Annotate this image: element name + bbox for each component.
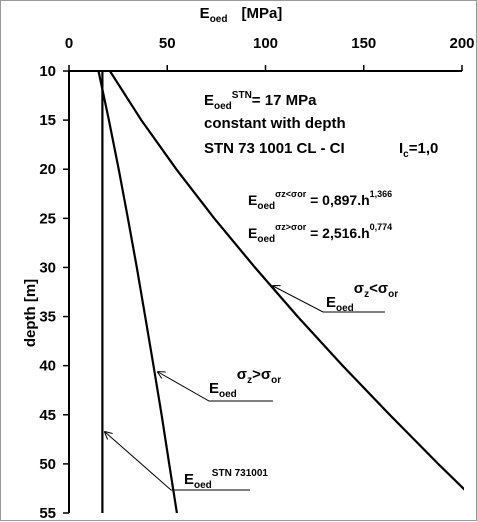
- x-axis-title: Eoed[MPa]: [200, 5, 283, 25]
- series-line-upper: [99, 71, 177, 513]
- y-tick-label: 30: [39, 259, 56, 276]
- x-tick-label: 200: [449, 35, 474, 52]
- x-tick-label: 150: [351, 35, 376, 52]
- y-tick-label: 55: [39, 505, 56, 522]
- y-tick-label: 50: [39, 456, 56, 473]
- plot-axes: [63, 65, 462, 513]
- x-tick-labels: 0 50 100 150 200: [65, 35, 475, 52]
- x-tick-label: 0: [65, 35, 73, 52]
- y-tick-label: 10: [39, 63, 56, 80]
- y-tick-label: 45: [39, 407, 56, 424]
- y-tick-labels: 10 15 20 25 30 35 40 45 50 55: [39, 63, 56, 522]
- y-tick-label: 20: [39, 161, 56, 178]
- note-line-1: EoedSTN= 17 MPa: [204, 90, 317, 112]
- label-lower-curve: Eoedσz<σor: [326, 280, 398, 314]
- y-tick-label: 15: [39, 112, 56, 129]
- label-upper-curve: Eoedσz>σor: [209, 366, 281, 400]
- label-stn-line: EoedSTN 731001: [184, 468, 268, 491]
- note-ic: Ic=1,0: [399, 140, 438, 160]
- series-line-lower: [110, 71, 477, 513]
- note-line-3: STN 73 1001 CL - CI: [204, 140, 345, 157]
- leader-stn: [105, 432, 250, 490]
- y-tick-label: 25: [39, 210, 56, 227]
- equation-upper: Eoedσz>σor = 2,516.h0,774: [248, 222, 392, 245]
- x-tick-label: 50: [159, 35, 176, 52]
- y-axis-title: depth [m]: [22, 279, 39, 347]
- y-tick-label: 40: [39, 358, 56, 375]
- note-line-2: constant with depth: [204, 115, 346, 132]
- y-tick-label: 35: [39, 309, 56, 326]
- x-tick-label: 100: [253, 35, 278, 52]
- equation-lower: Eoedσz<σor = 0,897.h1,366: [248, 189, 392, 212]
- series-group: [99, 71, 477, 513]
